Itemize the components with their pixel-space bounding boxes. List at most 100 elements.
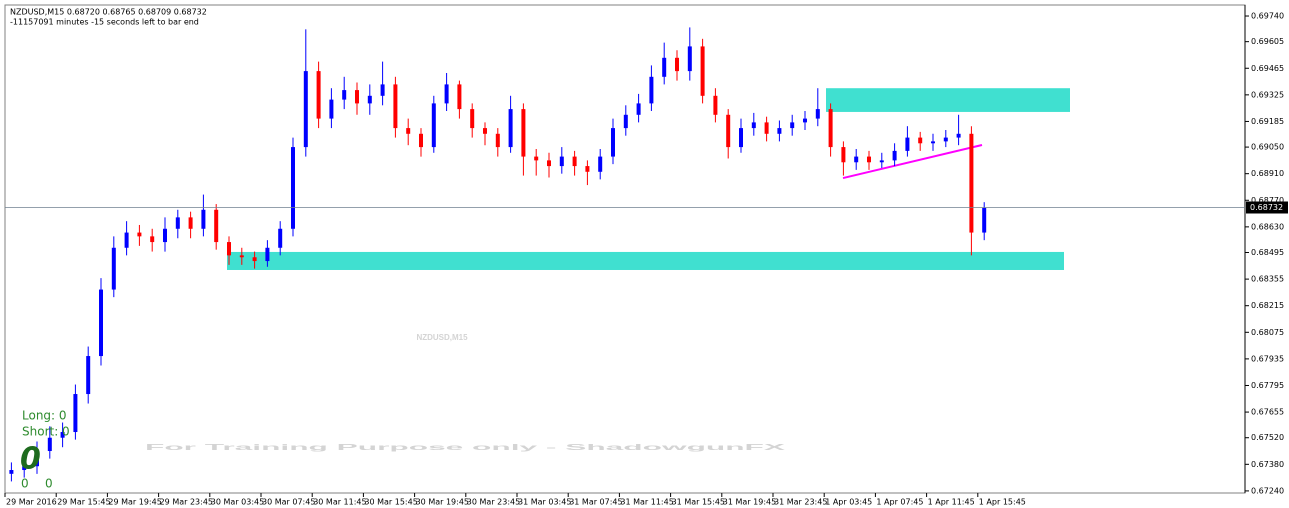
trendline	[842, 144, 983, 180]
candle-body	[431, 103, 436, 148]
candle-body	[559, 156, 564, 167]
candle-body	[60, 432, 65, 438]
y-tick-label: 0.67655	[1251, 408, 1284, 417]
candle-body	[367, 95, 372, 104]
candle-body	[163, 228, 167, 243]
candle-body	[470, 109, 475, 129]
watermark: NZDUSD,M15	[416, 333, 468, 342]
x-tick-label: 30 Mar 11:45	[313, 498, 366, 507]
candle-body	[726, 114, 731, 148]
bid-label: 0.68732	[1250, 203, 1283, 212]
y-tick-label: 0.68215	[1251, 301, 1284, 310]
candle-body	[547, 160, 551, 167]
y-tick-label: 0.68910	[1251, 169, 1284, 178]
x-tick-label: 31 Mar 07:45	[569, 498, 622, 507]
candle-body	[9, 470, 14, 474]
y-tick-label: 0.69185	[1251, 117, 1284, 126]
y-tick-label: 0.67520	[1251, 433, 1284, 442]
candle-body	[675, 57, 679, 72]
y-tick-label: 0.69325	[1251, 90, 1284, 99]
y-tick-label: 0.69740	[1251, 12, 1284, 21]
candle-body	[790, 122, 795, 129]
counter-big: 0	[20, 442, 41, 477]
y-tick-label: 0.67380	[1251, 460, 1284, 469]
x-tick-label: 30 Mar 03:45	[211, 498, 264, 507]
candle-body	[265, 247, 270, 262]
x-tick-label: 30 Mar 23:45	[467, 498, 520, 507]
candle-body	[854, 156, 859, 163]
zone	[227, 251, 1064, 270]
x-tick-label: 29 Mar 23:45	[160, 498, 213, 507]
candle-body	[214, 209, 219, 243]
candle-body	[150, 236, 155, 243]
bid-tag	[1246, 201, 1288, 214]
short-label: Short: 0	[22, 425, 70, 439]
candle-body	[713, 95, 718, 115]
candle-body	[495, 133, 500, 148]
candle-body	[342, 90, 347, 100]
y-tick-label: 0.69605	[1251, 37, 1284, 46]
candle-body	[700, 46, 705, 96]
counter: 0	[21, 477, 29, 491]
candle-body	[867, 156, 871, 163]
candle-body	[47, 437, 52, 452]
x-tick-label: 29 Mar 15:45	[57, 498, 110, 507]
candle-body	[393, 84, 398, 129]
candle-body	[201, 209, 206, 229]
candle-body	[316, 71, 321, 119]
candle-body	[815, 109, 820, 119]
candle-body	[521, 109, 526, 157]
x-tick-label: 29 Mar 19:45	[108, 498, 161, 507]
candle-body	[252, 257, 257, 262]
candle-body	[623, 114, 628, 129]
candle-body	[137, 232, 142, 237]
y-tick-label: 0.69050	[1251, 143, 1284, 152]
candle-body	[188, 217, 193, 229]
candle-body	[35, 451, 39, 467]
candle-body	[444, 84, 449, 104]
candle-body	[355, 90, 359, 104]
candle-body	[649, 76, 654, 104]
candle-body	[585, 166, 590, 172]
y-tick-label: 0.67240	[1251, 486, 1284, 495]
candle-body	[841, 147, 846, 163]
x-tick-label: 31 Mar 19:45	[723, 498, 776, 507]
x-tick-label: 31 Mar 11:45	[620, 498, 673, 507]
x-tick-label: 30 Mar 07:45	[262, 498, 315, 507]
x-tick-label: 1 Apr 07:45	[876, 498, 923, 507]
candle-body	[931, 141, 935, 144]
candle-body	[764, 122, 769, 134]
candle-body	[124, 232, 129, 248]
y-tick-label: 0.68630	[1251, 222, 1284, 231]
candle-body	[751, 122, 756, 129]
plot-frame	[4, 4, 1246, 494]
long-label: Long: 0	[22, 409, 67, 423]
candle-body	[828, 109, 833, 148]
candle-body	[879, 160, 884, 163]
subheader: -11157091 minutes -15 seconds left to ba…	[10, 18, 199, 27]
y-tick-label: 0.68355	[1251, 275, 1284, 284]
candle-body	[662, 57, 667, 77]
watermark-2: For Training Purpose only - ShadowgunFX	[145, 443, 788, 452]
x-tick-label: 30 Mar 19:45	[416, 498, 469, 507]
candle-body	[457, 84, 462, 110]
x-tick-label: 31 Mar 03:45	[518, 498, 571, 507]
candle-body	[278, 228, 283, 248]
y-tick-label: 0.69465	[1251, 64, 1284, 73]
candle-body	[687, 46, 692, 72]
candle-body	[406, 128, 411, 134]
x-tick-label: 1 Apr 11:45	[928, 498, 975, 507]
header: NZDUSD,M15 0.68720 0.68765 0.68709 0.687…	[10, 8, 207, 17]
candle-body	[291, 147, 295, 229]
candle-body	[803, 118, 807, 123]
x-tick-label: 1 Apr 15:45	[979, 498, 1026, 507]
candle-body	[611, 128, 615, 157]
candle-body	[969, 133, 974, 233]
candle-body	[943, 137, 948, 142]
y-tick-label: 0.67935	[1251, 354, 1284, 363]
y-tick-label: 0.67795	[1251, 381, 1284, 390]
candle-body	[572, 156, 577, 167]
candle-body	[380, 84, 385, 96]
candle-body	[483, 128, 487, 134]
